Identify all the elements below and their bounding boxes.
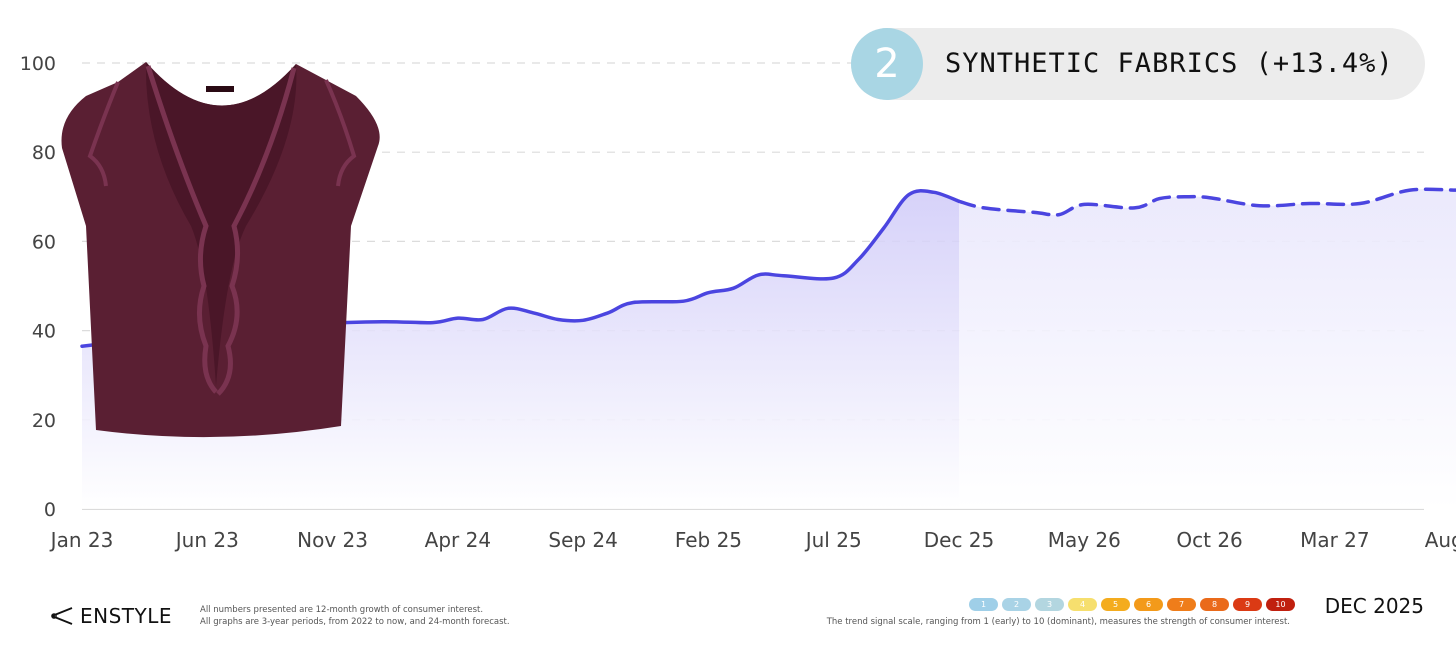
trend-signal-scale: 1 2 3 4 5 6 7 8 9 10 (969, 598, 1295, 611)
methodology-note-line1: All numbers presented are 12-month growt… (200, 605, 484, 615)
x-tick-label: Oct 26 (1176, 528, 1242, 552)
methodology-note: All numbers presented are 12-month growt… (200, 604, 510, 628)
x-tick-label: Jun 23 (174, 528, 239, 552)
x-tick-label: Dec 25 (924, 528, 995, 552)
scale-chip-9: 9 (1233, 598, 1262, 611)
y-tick-label: 0 (44, 499, 56, 521)
x-tick-label: Mar 27 (1300, 528, 1370, 552)
y-tick-label: 20 (32, 410, 56, 432)
scale-chip-10: 10 (1266, 598, 1295, 611)
ruffle-top-image (61, 62, 380, 438)
scale-chip-1: 1 (969, 598, 998, 611)
trend-rank-badge: 2 (851, 28, 923, 100)
x-tick-label: Jul 25 (804, 528, 862, 552)
x-tick-label: Sep 24 (548, 528, 618, 552)
scale-chip-6: 6 (1134, 598, 1163, 611)
report-date: DEC 2025 (1324, 594, 1424, 618)
x-tick-label: Feb 25 (675, 528, 742, 552)
brand-logo: ENSTYLE (50, 604, 172, 628)
trend-title: SYNTHETIC FABRICS (+13.4%) (945, 48, 1394, 79)
y-tick-label: 60 (32, 231, 56, 253)
scale-chip-2: 2 (1002, 598, 1031, 611)
methodology-note-line2: All graphs are 3-year periods, from 2022… (200, 617, 510, 627)
scissors-icon (51, 607, 73, 625)
scale-chip-3: 3 (1035, 598, 1064, 611)
scale-chip-5: 5 (1101, 598, 1130, 611)
scale-chip-4: 4 (1068, 598, 1097, 611)
y-tick-label: 40 (32, 321, 56, 343)
x-tick-label: Apr 24 (425, 528, 491, 552)
scale-chip-8: 8 (1200, 598, 1229, 611)
history-line (80, 189, 961, 348)
y-tick-label: 100 (20, 53, 56, 75)
x-tick-label: Jan 23 (49, 528, 114, 552)
x-tick-label: Nov 23 (297, 528, 368, 552)
scale-chip-7: 7 (1167, 598, 1196, 611)
y-tick-label: 80 (32, 142, 56, 164)
brand-name: ENSTYLE (80, 604, 173, 628)
x-tick-label: May 26 (1048, 528, 1121, 552)
scale-note: The trend signal scale, ranging from 1 (… (826, 617, 1290, 627)
x-tick-label: Aug 27 (1425, 528, 1456, 552)
forecast-line (957, 187, 1456, 217)
trend-title-pill: 2 SYNTHETIC FABRICS (+13.4%) (851, 28, 1425, 100)
forecast-area (959, 189, 1456, 509)
